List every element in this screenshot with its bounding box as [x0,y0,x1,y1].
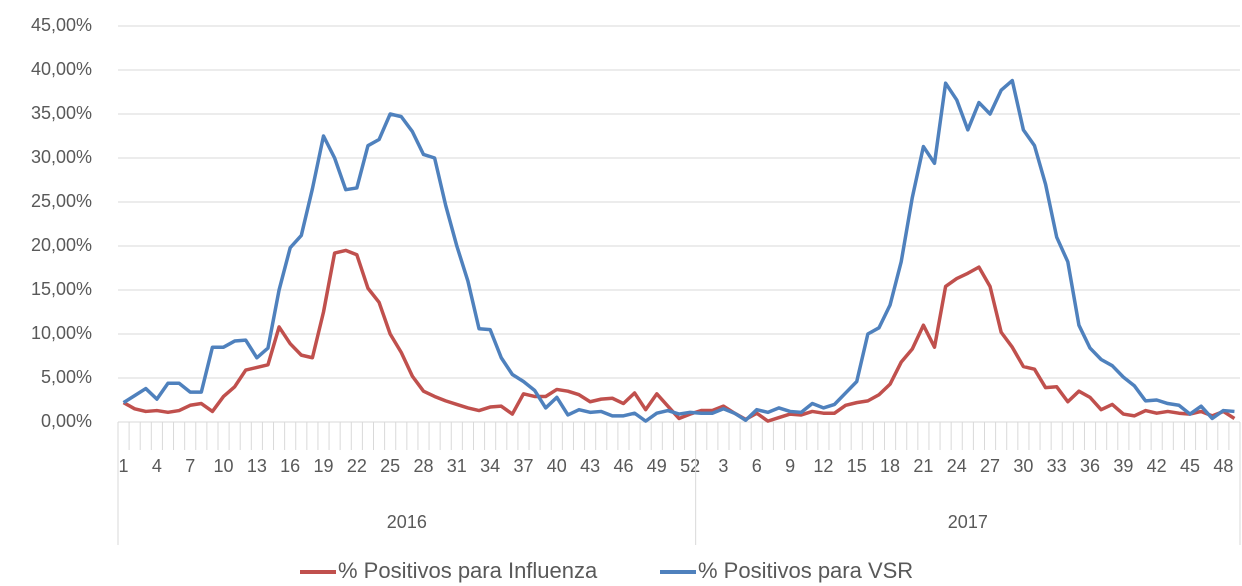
x-tick-label: 9 [785,456,795,476]
x-tick-label: 4 [152,456,162,476]
x-tick-label: 22 [347,456,367,476]
y-tick-label: 15,00% [31,279,92,299]
x-tick-label: 45 [1180,456,1200,476]
series-line [122,78,1235,423]
x-tick-label: 34 [480,456,500,476]
legend-label: % Positivos para Influenza [338,558,598,583]
x-tick-label: 7 [185,456,195,476]
x-tick-label: 42 [1147,456,1167,476]
group-label: 2016 [387,512,427,532]
x-tick-label: 39 [1113,456,1133,476]
x-tick-label: 33 [1047,456,1067,476]
group-label: 2017 [948,512,988,532]
x-tick-label: 15 [847,456,867,476]
y-tick-label: 25,00% [31,191,92,211]
x-tick-label: 18 [880,456,900,476]
x-tick-label: 49 [647,456,667,476]
x-tick-label: 13 [247,456,267,476]
y-tick-label: 5,00% [41,367,92,387]
x-tick-label: 25 [380,456,400,476]
x-tick-label: 24 [947,456,967,476]
x-tick-label: 12 [813,456,833,476]
x-tick-label: 19 [313,456,333,476]
x-tick-label: 28 [413,456,433,476]
x-tick-label: 46 [613,456,633,476]
y-tick-label: 35,00% [31,103,92,123]
x-tick-label: 30 [1013,456,1033,476]
x-tick-label: 6 [752,456,762,476]
x-tick-label: 21 [913,456,933,476]
x-tick-label: 27 [980,456,1000,476]
x-tick-label: 40 [547,456,567,476]
x-tick-label: 37 [513,456,533,476]
y-tick-label: 10,00% [31,323,92,343]
x-tick-label: 43 [580,456,600,476]
x-tick-label: 10 [214,456,234,476]
y-tick-label: 45,00% [31,15,92,35]
y-tick-label: 40,00% [31,59,92,79]
x-tick-label: 16 [280,456,300,476]
x-tick-label: 36 [1080,456,1100,476]
x-tick-label: 3 [718,456,728,476]
x-tick-label: 48 [1213,456,1233,476]
x-tick-label: 31 [447,456,467,476]
y-tick-label: 20,00% [31,235,92,255]
y-tick-label: 0,00% [41,411,92,431]
legend-label: % Positivos para VSR [698,558,913,583]
x-tick-label: 1 [119,456,129,476]
x-tick-label: 52 [680,456,700,476]
series-line [122,248,1236,423]
y-tick-label: 30,00% [31,147,92,167]
